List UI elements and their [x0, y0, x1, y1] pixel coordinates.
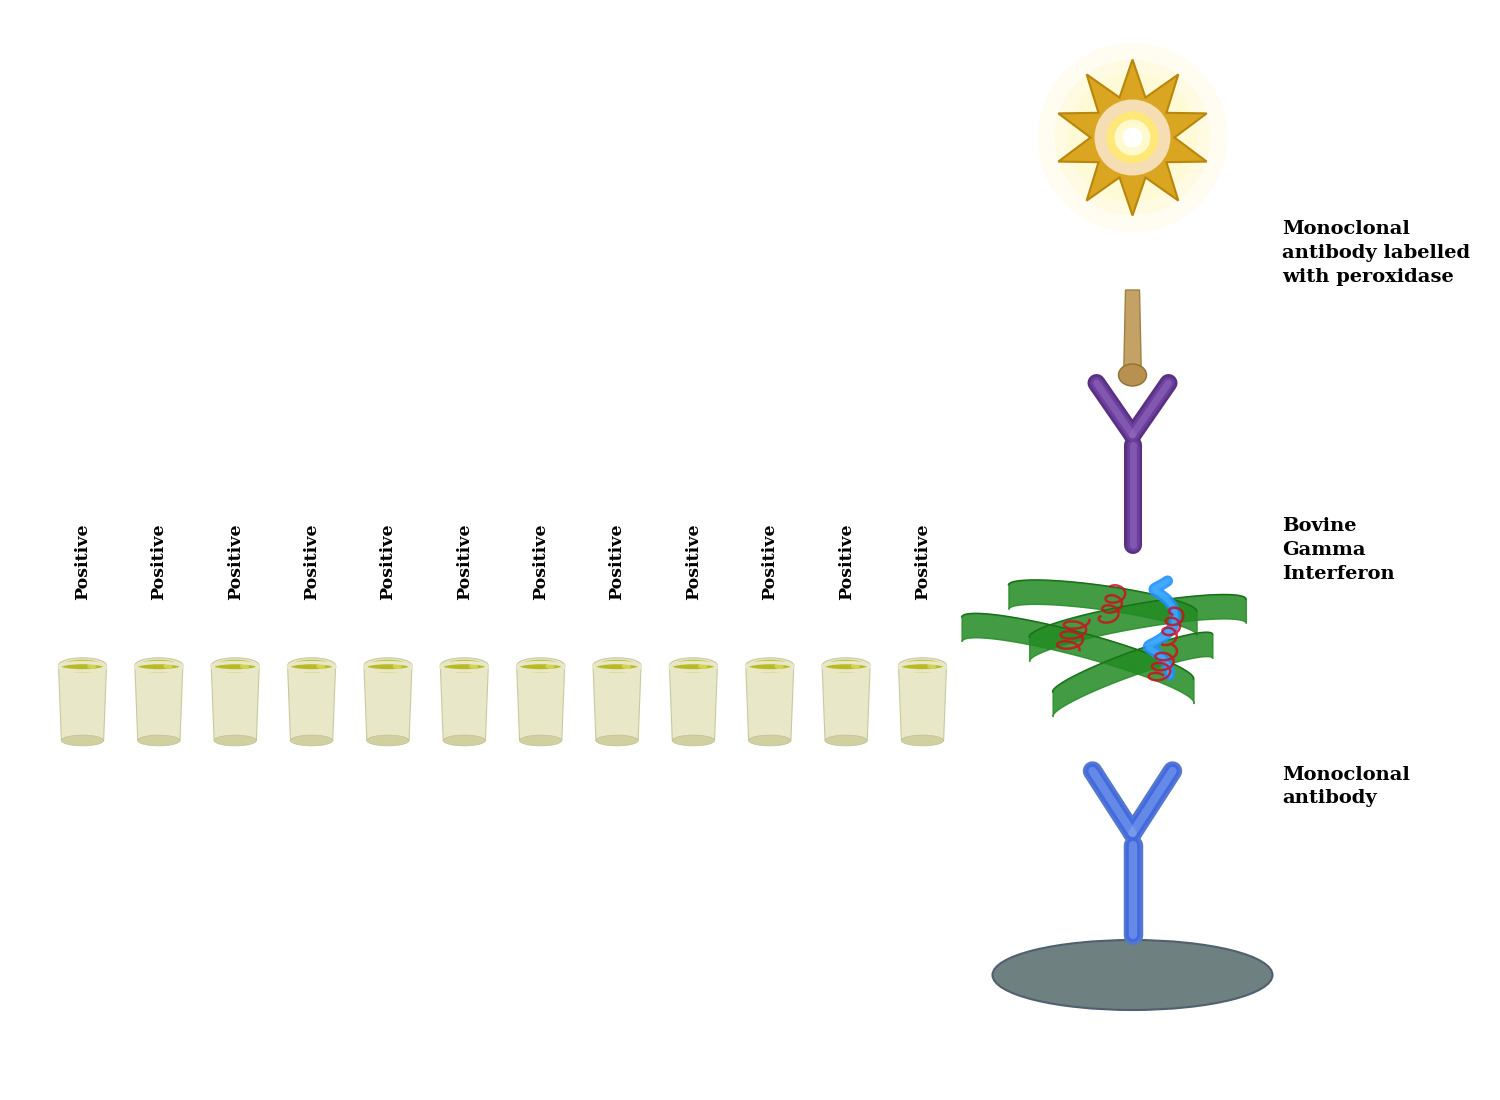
Text: Positive: Positive — [686, 522, 702, 600]
Polygon shape — [1059, 59, 1206, 216]
Circle shape — [1107, 111, 1158, 164]
Ellipse shape — [138, 660, 180, 673]
Ellipse shape — [621, 663, 632, 669]
Ellipse shape — [164, 663, 172, 669]
Ellipse shape — [291, 660, 333, 673]
Ellipse shape — [211, 658, 260, 673]
Ellipse shape — [672, 660, 714, 673]
Polygon shape — [58, 666, 106, 740]
Circle shape — [1114, 120, 1150, 155]
Text: Positive: Positive — [532, 522, 549, 600]
Ellipse shape — [825, 735, 867, 746]
Ellipse shape — [519, 735, 562, 746]
Ellipse shape — [748, 660, 790, 673]
Polygon shape — [669, 666, 717, 740]
Ellipse shape — [748, 735, 790, 746]
Ellipse shape — [288, 658, 336, 673]
Ellipse shape — [442, 735, 486, 746]
Ellipse shape — [898, 658, 946, 673]
Ellipse shape — [441, 658, 489, 673]
Polygon shape — [516, 666, 564, 740]
Ellipse shape — [291, 735, 333, 746]
Text: Positive: Positive — [837, 522, 855, 600]
Text: Positive: Positive — [150, 522, 168, 600]
Ellipse shape — [214, 735, 256, 746]
Ellipse shape — [596, 660, 638, 673]
Ellipse shape — [442, 660, 486, 673]
Ellipse shape — [58, 658, 106, 673]
Circle shape — [1068, 73, 1197, 202]
Ellipse shape — [822, 658, 870, 673]
Text: Positive: Positive — [456, 522, 472, 600]
Text: Positive: Positive — [74, 522, 92, 600]
Text: Positive: Positive — [226, 522, 243, 600]
Ellipse shape — [902, 735, 944, 746]
Polygon shape — [822, 666, 870, 740]
Circle shape — [1054, 59, 1211, 216]
Ellipse shape — [902, 660, 944, 673]
Text: Positive: Positive — [914, 522, 932, 600]
Ellipse shape — [596, 735, 638, 746]
Circle shape — [1122, 128, 1143, 147]
Ellipse shape — [774, 663, 783, 669]
Ellipse shape — [927, 663, 936, 669]
Ellipse shape — [698, 663, 708, 669]
Polygon shape — [441, 666, 489, 740]
Polygon shape — [288, 666, 336, 740]
Ellipse shape — [825, 660, 867, 673]
Ellipse shape — [240, 663, 249, 669]
Circle shape — [1095, 99, 1170, 176]
Ellipse shape — [519, 660, 562, 673]
Ellipse shape — [316, 663, 326, 669]
Text: Positive: Positive — [303, 522, 320, 600]
Text: Bovine
Gamma
Interferon: Bovine Gamma Interferon — [1282, 517, 1395, 583]
Ellipse shape — [138, 735, 180, 746]
Polygon shape — [211, 666, 260, 740]
Ellipse shape — [62, 735, 104, 746]
Ellipse shape — [364, 658, 413, 673]
Polygon shape — [898, 666, 946, 740]
Ellipse shape — [1119, 364, 1146, 386]
Polygon shape — [364, 666, 413, 740]
Ellipse shape — [135, 658, 183, 673]
Ellipse shape — [546, 663, 555, 669]
Polygon shape — [1124, 290, 1142, 383]
Text: Positive: Positive — [380, 522, 396, 600]
Ellipse shape — [850, 663, 859, 669]
Ellipse shape — [470, 663, 478, 669]
Text: Monoclonal
antibody labelled
with peroxidase: Monoclonal antibody labelled with peroxi… — [1282, 220, 1470, 286]
Ellipse shape — [87, 663, 96, 669]
Text: Positive: Positive — [762, 522, 778, 600]
Circle shape — [1038, 43, 1227, 232]
Ellipse shape — [592, 658, 640, 673]
Ellipse shape — [368, 735, 410, 746]
Ellipse shape — [746, 658, 794, 673]
Text: Positive: Positive — [609, 522, 625, 600]
Ellipse shape — [516, 658, 564, 673]
Ellipse shape — [393, 663, 402, 669]
Ellipse shape — [62, 660, 104, 673]
Ellipse shape — [214, 660, 256, 673]
Text: Monoclonal
antibody: Monoclonal antibody — [1282, 766, 1410, 807]
Ellipse shape — [669, 658, 717, 673]
Polygon shape — [135, 666, 183, 740]
Polygon shape — [592, 666, 640, 740]
Ellipse shape — [368, 660, 410, 673]
Ellipse shape — [672, 735, 714, 746]
Polygon shape — [746, 666, 794, 740]
Ellipse shape — [993, 940, 1272, 1010]
